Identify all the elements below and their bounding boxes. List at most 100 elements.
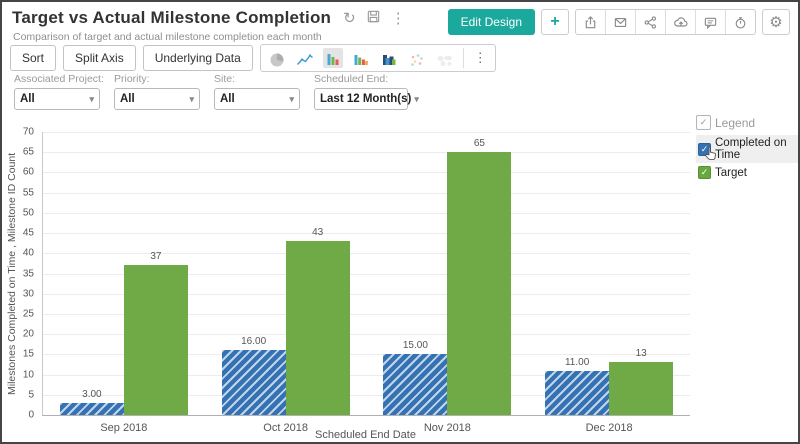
filter-scheduled-end: Scheduled End: Last 12 Month(s) ▾ (314, 73, 419, 110)
gridline (43, 374, 690, 376)
scheduled-end-dropdown[interactable]: Last 12 Month(s) ▾ (314, 88, 419, 110)
plus-icon: + (550, 13, 560, 30)
filter-site: Site: All ▾ (214, 73, 300, 110)
scatter-plot-icon[interactable] (407, 48, 427, 68)
bar-value-label: 65 (473, 138, 485, 150)
underlying-data-button[interactable]: Underlying Data (142, 45, 253, 71)
mail-icon[interactable] (606, 10, 636, 34)
settings-button[interactable]: ⚙ (762, 9, 790, 35)
y-tick-label: 10 (22, 369, 34, 381)
cloud-upload-icon[interactable] (666, 10, 696, 34)
bar-completed-on-time-nov-2018[interactable] (383, 354, 448, 415)
filter-label: Scheduled End: (314, 73, 389, 85)
comment-icon[interactable] (696, 10, 726, 34)
dropdown-value: All (120, 93, 135, 105)
x-tick-label: Dec 2018 (585, 422, 633, 434)
gridline (43, 152, 690, 154)
chevron-down-icon: ▾ (414, 93, 419, 104)
gridline (43, 394, 690, 396)
toolbar-divider (462, 48, 464, 68)
y-tick-label: 15 (22, 348, 34, 360)
legend-master-checkbox[interactable]: ✓ (696, 115, 711, 130)
split-axis-button[interactable]: Split Axis (63, 45, 136, 71)
pie-chart-icon[interactable] (267, 48, 287, 68)
dropdown-value: Last 12 Month(s) (320, 93, 412, 105)
map-chart-icon[interactable] (435, 48, 455, 68)
legend-checkbox-target[interactable]: ✓ (698, 166, 711, 179)
hand-cursor-icon (705, 146, 717, 163)
more-options-icon[interactable]: ⋮ (390, 9, 406, 27)
overlap-bar-chart-icon[interactable] (379, 48, 399, 68)
legend-item-label: Completed on Time (715, 137, 787, 161)
y-axis-tick-labels: 0 5 10 15 20 25 30 35 40 45 50 55 60 65 70 (2, 127, 37, 421)
bar-target-nov-2018[interactable] (447, 152, 512, 415)
y-tick-label: 60 (22, 166, 34, 178)
filter-label: Site: (214, 73, 236, 85)
gridline (43, 253, 690, 255)
y-tick-label: 45 (22, 227, 34, 239)
refresh-icon[interactable]: ↻ (343, 9, 356, 27)
edit-design-button[interactable]: Edit Design (447, 9, 535, 35)
filter-associated-project: Associated Project: All ▾ (14, 73, 104, 110)
legend-item-target[interactable]: ✓ Target (696, 164, 798, 181)
priority-dropdown[interactable]: All ▾ (114, 88, 200, 110)
chart-type-bar: ⋮ (259, 44, 496, 72)
legend-item-completed-on-time[interactable]: ✓ Completed on Time (696, 135, 798, 163)
add-button[interactable]: + (541, 9, 569, 35)
action-icon-group (575, 9, 756, 35)
bar-value-label: 37 (150, 251, 162, 263)
y-tick-label: 25 (22, 308, 34, 320)
bar-completed-on-time-dec-2018[interactable] (545, 370, 610, 415)
page-subtitle: Comparison of target and actual mileston… (13, 31, 322, 43)
bar-value-label: 13 (635, 348, 647, 360)
x-axis-title: Scheduled End Date (315, 429, 416, 441)
chart-legend: ✓ Legend ✓ Completed on Time ✓ Target (696, 115, 798, 182)
dropdown-value: All (20, 93, 35, 105)
y-tick-label: 5 (28, 389, 34, 401)
page-title: Target vs Actual Milestone Completion (12, 8, 332, 27)
gridline (43, 313, 690, 315)
x-tick-label: Oct 2018 (263, 422, 308, 434)
bar-value-label: 16.00 (241, 336, 267, 348)
sort-button[interactable]: Sort (10, 45, 57, 71)
y-tick-label: 70 (22, 126, 34, 138)
gear-icon: ⚙ (769, 13, 783, 31)
bar-value-label: 43 (312, 227, 324, 239)
legend-header[interactable]: ✓ Legend (696, 115, 798, 130)
chevron-down-icon: ▾ (289, 93, 294, 104)
x-tick-label: Sep 2018 (100, 422, 148, 434)
line-chart-icon[interactable] (295, 48, 315, 68)
legend-item-label: Target (715, 166, 747, 179)
associated-project-dropdown[interactable]: All ▾ (14, 88, 100, 110)
y-tick-label: 50 (22, 207, 34, 219)
chevron-down-icon: ▾ (189, 93, 194, 104)
gridline (43, 334, 690, 336)
bar-completed-on-time-oct-2018[interactable] (221, 350, 286, 415)
dropdown-value: All (220, 93, 235, 105)
share-icon[interactable] (636, 10, 666, 34)
gridline (43, 172, 690, 174)
y-tick-label: 20 (22, 328, 34, 340)
alarm-icon[interactable] (726, 10, 755, 34)
y-tick-label: 0 (28, 409, 34, 421)
site-dropdown[interactable]: All ▾ (214, 88, 300, 110)
chart-type-more-icon[interactable]: ⋮ (473, 50, 487, 65)
bar-target-dec-2018[interactable] (609, 362, 674, 415)
gridline (43, 273, 690, 275)
column-chart-icon[interactable] (322, 48, 343, 68)
bar-value-label: 15.00 (402, 340, 428, 352)
y-tick-label: 65 (22, 146, 34, 158)
bar-chart-icon[interactable] (351, 48, 371, 68)
gridline (43, 192, 690, 194)
bar-target-sep-2018[interactable] (123, 265, 188, 415)
bar-target-oct-2018[interactable] (285, 241, 350, 415)
y-tick-label: 35 (22, 268, 34, 279)
gridline (43, 233, 690, 235)
export-icon[interactable] (576, 10, 606, 34)
filter-label: Priority: (114, 73, 150, 85)
bar-completed-on-time-sep-2018[interactable] (59, 402, 124, 415)
filter-priority: Priority: All ▾ (114, 73, 200, 110)
save-icon[interactable] (366, 9, 381, 27)
y-tick-label: 55 (22, 187, 34, 199)
